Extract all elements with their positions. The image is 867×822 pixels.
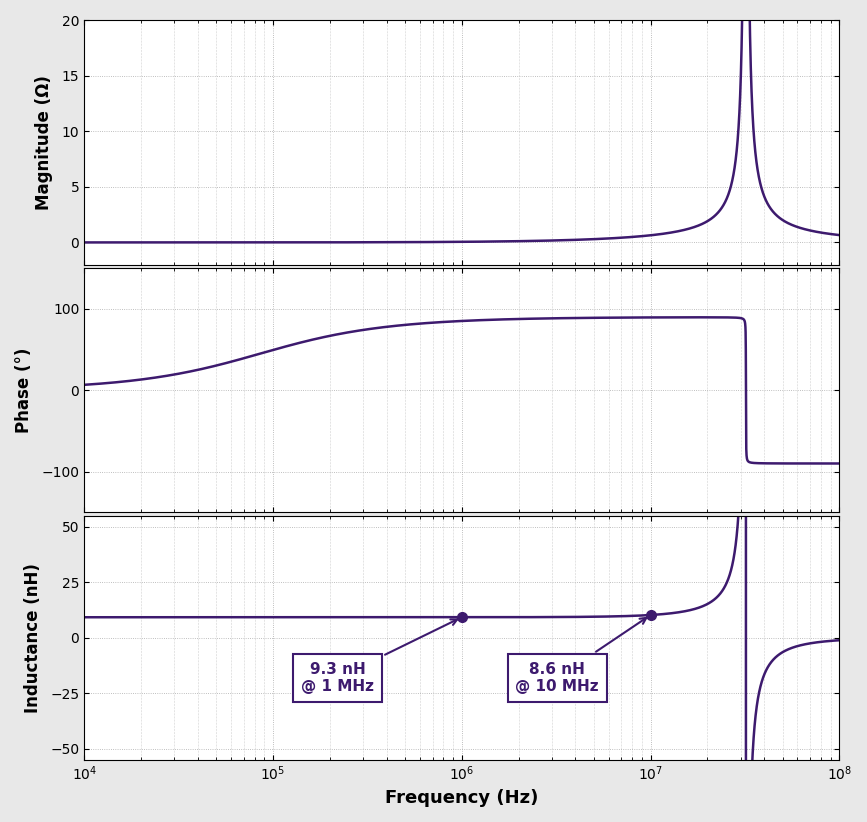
Text: 8.6 nH
@ 10 MHz: 8.6 nH @ 10 MHz (515, 618, 646, 694)
Y-axis label: Inductance (nH): Inductance (nH) (24, 563, 42, 713)
Y-axis label: Phase (°): Phase (°) (15, 348, 33, 433)
X-axis label: Frequency (Hz): Frequency (Hz) (385, 789, 538, 807)
Y-axis label: Magnitude (Ω): Magnitude (Ω) (36, 75, 54, 210)
Text: 9.3 nH
@ 1 MHz: 9.3 nH @ 1 MHz (301, 620, 457, 694)
